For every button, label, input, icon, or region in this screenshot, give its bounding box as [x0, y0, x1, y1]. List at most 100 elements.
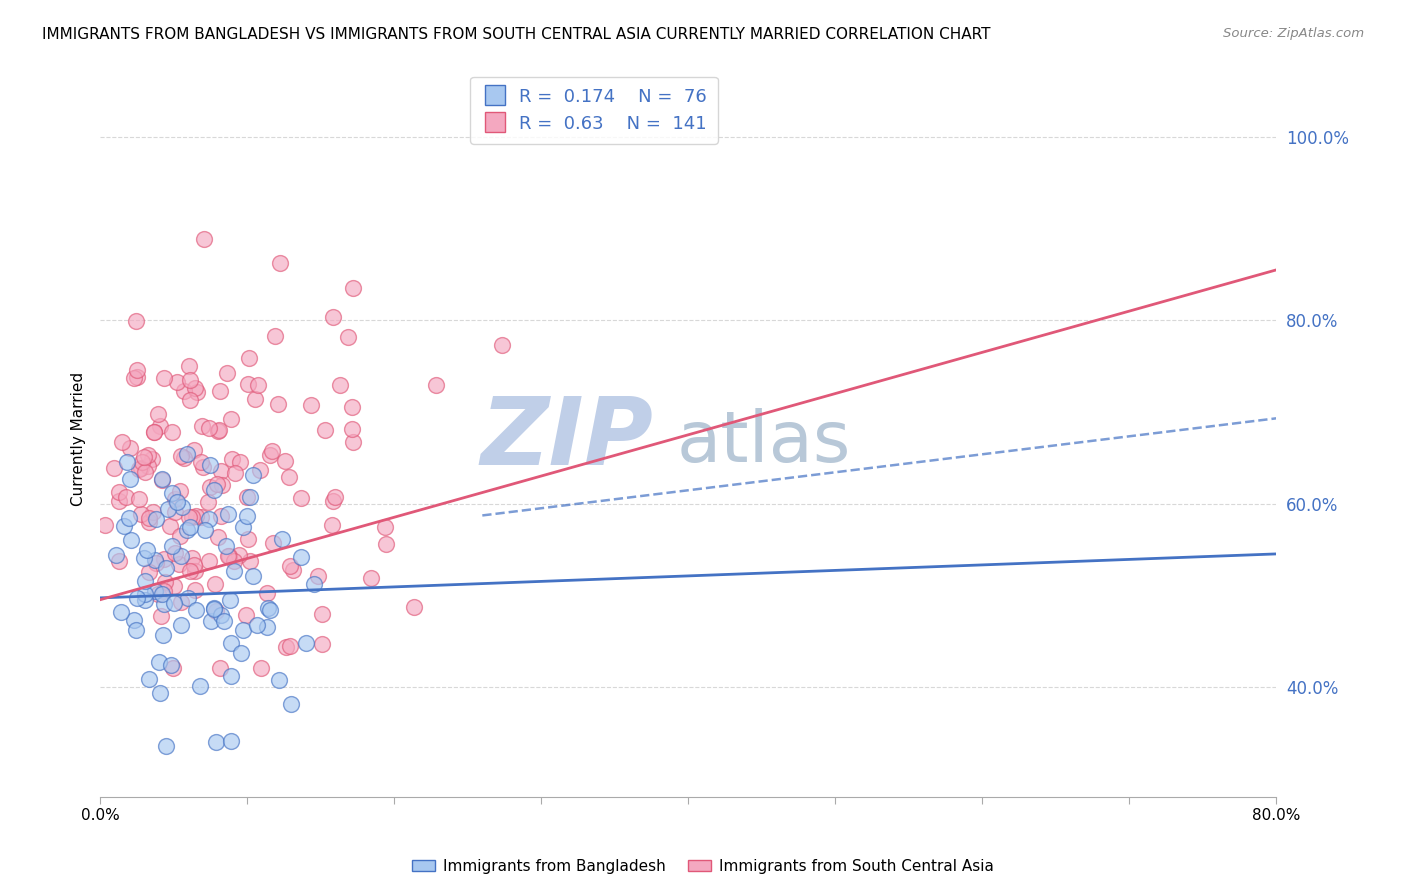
Point: [219, 412, 242, 426]
Point: [321, 518, 343, 533]
Point: [209, 607, 232, 622]
Point: [229, 646, 252, 660]
Point: [122, 613, 145, 627]
Point: [110, 605, 132, 619]
Point: [131, 454, 153, 468]
Point: [188, 680, 211, 694]
Point: [149, 609, 172, 624]
Point: [207, 423, 229, 437]
Point: [302, 577, 325, 591]
Point: [218, 593, 240, 607]
Point: [108, 554, 131, 568]
Point: [176, 447, 198, 461]
Point: [322, 310, 344, 325]
Point: [111, 435, 134, 450]
Point: [221, 734, 243, 748]
Point: [242, 569, 264, 583]
Text: atlas: atlas: [676, 409, 851, 477]
Point: [264, 329, 287, 343]
Point: [128, 462, 150, 476]
Point: [340, 400, 363, 414]
Point: [153, 551, 176, 566]
Point: [179, 509, 201, 524]
Point: [165, 491, 187, 506]
Point: [153, 584, 176, 599]
Point: [299, 398, 322, 412]
Point: [166, 495, 188, 509]
Point: [160, 657, 183, 672]
Point: [211, 477, 233, 491]
Point: [150, 472, 173, 486]
Point: [169, 529, 191, 543]
Point: [179, 392, 201, 407]
Point: [198, 554, 221, 568]
Point: [280, 697, 302, 711]
Point: [290, 491, 312, 505]
Point: [153, 575, 176, 590]
Point: [259, 603, 281, 617]
Point: [217, 367, 239, 381]
Point: [160, 425, 183, 440]
Point: [183, 443, 205, 458]
Point: [124, 623, 146, 637]
Point: [491, 338, 513, 352]
Point: [219, 635, 242, 649]
Point: [219, 669, 242, 683]
Point: [143, 583, 166, 598]
Point: [194, 523, 217, 537]
Text: Source: ZipAtlas.com: Source: ZipAtlas.com: [1223, 27, 1364, 40]
Point: [215, 539, 238, 553]
Point: [314, 423, 336, 437]
Point: [269, 673, 291, 688]
Point: [179, 564, 201, 578]
Point: [134, 465, 156, 479]
Point: [262, 444, 284, 458]
Point: [208, 661, 231, 675]
Point: [290, 549, 312, 564]
Point: [257, 600, 280, 615]
Point: [336, 330, 359, 344]
Point: [217, 549, 239, 564]
Point: [165, 505, 187, 519]
Point: [360, 570, 382, 584]
Point: [246, 618, 269, 632]
Point: [184, 582, 207, 597]
Point: [149, 419, 172, 434]
Point: [153, 597, 176, 611]
Point: [238, 351, 260, 365]
Point: [202, 600, 225, 615]
Point: [170, 449, 193, 463]
Legend: R =  0.174    N =  76, R =  0.63    N =  141: R = 0.174 N = 76, R = 0.63 N = 141: [471, 77, 717, 144]
Point: [145, 512, 167, 526]
Point: [217, 507, 239, 521]
Point: [125, 313, 148, 327]
Point: [165, 546, 187, 560]
Point: [186, 384, 208, 399]
Point: [184, 508, 207, 523]
Point: [249, 463, 271, 477]
Point: [138, 515, 160, 529]
Point: [128, 491, 150, 506]
Text: ZIP: ZIP: [479, 393, 652, 485]
Point: [218, 549, 240, 563]
Point: [150, 587, 173, 601]
Point: [323, 490, 346, 504]
Point: [180, 550, 202, 565]
Point: [127, 369, 149, 384]
Point: [150, 473, 173, 487]
Point: [402, 600, 425, 615]
Point: [104, 548, 127, 562]
Point: [204, 483, 226, 498]
Point: [136, 542, 159, 557]
Point: [205, 735, 228, 749]
Point: [169, 557, 191, 571]
Point: [232, 623, 254, 637]
Point: [229, 455, 252, 469]
Point: [239, 490, 262, 504]
Point: [262, 536, 284, 550]
Point: [176, 523, 198, 537]
Point: [224, 564, 246, 578]
Point: [120, 442, 142, 456]
Point: [184, 381, 207, 395]
Point: [142, 425, 165, 439]
